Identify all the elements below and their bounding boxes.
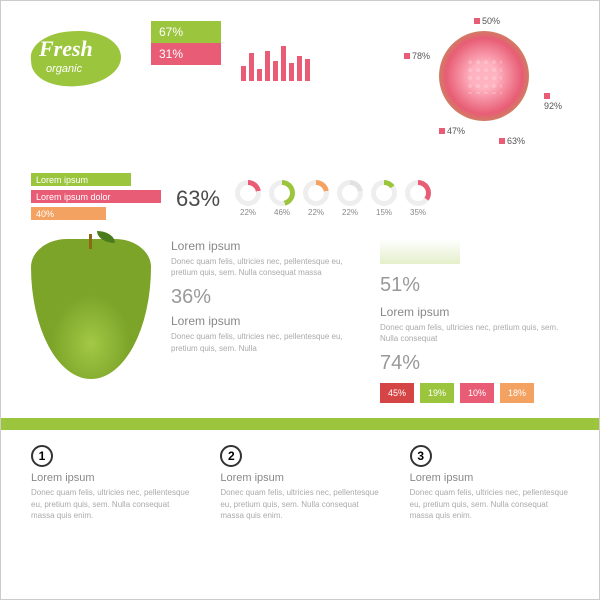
- step-number: 2: [220, 445, 242, 467]
- callout: 78%: [404, 51, 430, 61]
- block-text: Donec quam felis, ultricies nec, pellent…: [171, 331, 360, 353]
- block-percent: 36%: [171, 286, 211, 308]
- logo: Fresh organic: [31, 21, 131, 91]
- pear-icon: [31, 239, 151, 379]
- big-percent: 63%: [176, 186, 220, 212]
- stacked-percent: 67% 31%: [151, 21, 221, 65]
- logo-title: Fresh: [39, 36, 93, 62]
- info-col-2: 51% Lorem ipsum Donec quam felis, ultric…: [380, 239, 569, 403]
- percent-boxes: 45% 19% 10% 18%: [380, 383, 569, 403]
- block-title: Lorem ipsum: [171, 314, 360, 328]
- donut-item: 46%: [269, 180, 295, 217]
- callout: 50%: [474, 16, 500, 26]
- footer-column: 1 Lorem ipsum Donec quam felis, ultricies …: [31, 445, 190, 521]
- footer-text: Donec quam felis, ultricies nec, pellent…: [410, 487, 569, 521]
- footer-column: 3 Lorem ipsum Donec quam felis, ultricies …: [410, 445, 569, 521]
- step-number: 3: [410, 445, 432, 467]
- footer-title: Lorem ipsum: [410, 472, 569, 484]
- area-chart: [380, 239, 460, 264]
- percent-box: 10%: [460, 383, 494, 403]
- step-number: 1: [31, 445, 53, 467]
- footer-text: Donec quam felis, ultricies nec, pellent…: [220, 487, 379, 521]
- donut-row: 22% 46% 22% 22% 15% 35%: [235, 180, 431, 217]
- donut-item: 22%: [303, 180, 329, 217]
- donut-item: 22%: [235, 180, 261, 217]
- block-text: Donec quam felis, ultricies nec, pellent…: [171, 256, 360, 278]
- block-text: Donec quam felis, ultricies nec, pretium…: [380, 322, 569, 344]
- legend-bars: Lorem ipsum Lorem ipsum dolor 40%: [31, 173, 161, 224]
- stacked-top: 67%: [151, 21, 221, 43]
- block-title: Lorem ipsum: [171, 239, 360, 253]
- stacked-bottom: 31%: [151, 43, 221, 65]
- callout: 47%: [439, 126, 465, 136]
- donut-item: 15%: [371, 180, 397, 217]
- block-title: Lorem ipsum: [380, 305, 569, 319]
- callout: 63%: [499, 136, 525, 146]
- footer-title: Lorem ipsum: [220, 472, 379, 484]
- donut-item: 22%: [337, 180, 363, 217]
- mini-bar-chart: [241, 41, 310, 81]
- legend-bar: Lorem ipsum: [31, 173, 131, 186]
- donut-item: 35%: [405, 180, 431, 217]
- legend-bar: Lorem ipsum dolor: [31, 190, 161, 203]
- divider-band: [1, 418, 599, 430]
- logo-subtitle: organic: [46, 63, 82, 75]
- second-row: Lorem ipsum Lorem ipsum dolor 40% 63% 22% 4…: [31, 173, 569, 224]
- percent-box: 19%: [420, 383, 454, 403]
- percent-box: 45%: [380, 383, 414, 403]
- footer: 1 Lorem ipsum Donec quam felis, ultricies …: [1, 430, 599, 536]
- footer-column: 2 Lorem ipsum Donec quam felis, ultricies …: [220, 445, 379, 521]
- percent-box: 18%: [500, 383, 534, 403]
- block-percent: 51%: [380, 274, 420, 296]
- block-percent: 74%: [380, 352, 420, 374]
- footer-text: Donec quam felis, ultricies nec, pellent…: [31, 487, 190, 521]
- top-row: Fresh organic 67% 31% 50%78%47%92%63%: [31, 21, 569, 161]
- guava-illustration: 50%78%47%92%63%: [419, 21, 569, 161]
- info-col-1: Lorem ipsum Donec quam felis, ultricies …: [171, 239, 360, 403]
- legend-bar: 40%: [31, 207, 106, 220]
- guava-icon: [439, 31, 529, 121]
- callout: 92%: [544, 91, 569, 111]
- pear-section: Lorem ipsum Donec quam felis, ultricies …: [31, 239, 569, 403]
- footer-title: Lorem ipsum: [31, 472, 190, 484]
